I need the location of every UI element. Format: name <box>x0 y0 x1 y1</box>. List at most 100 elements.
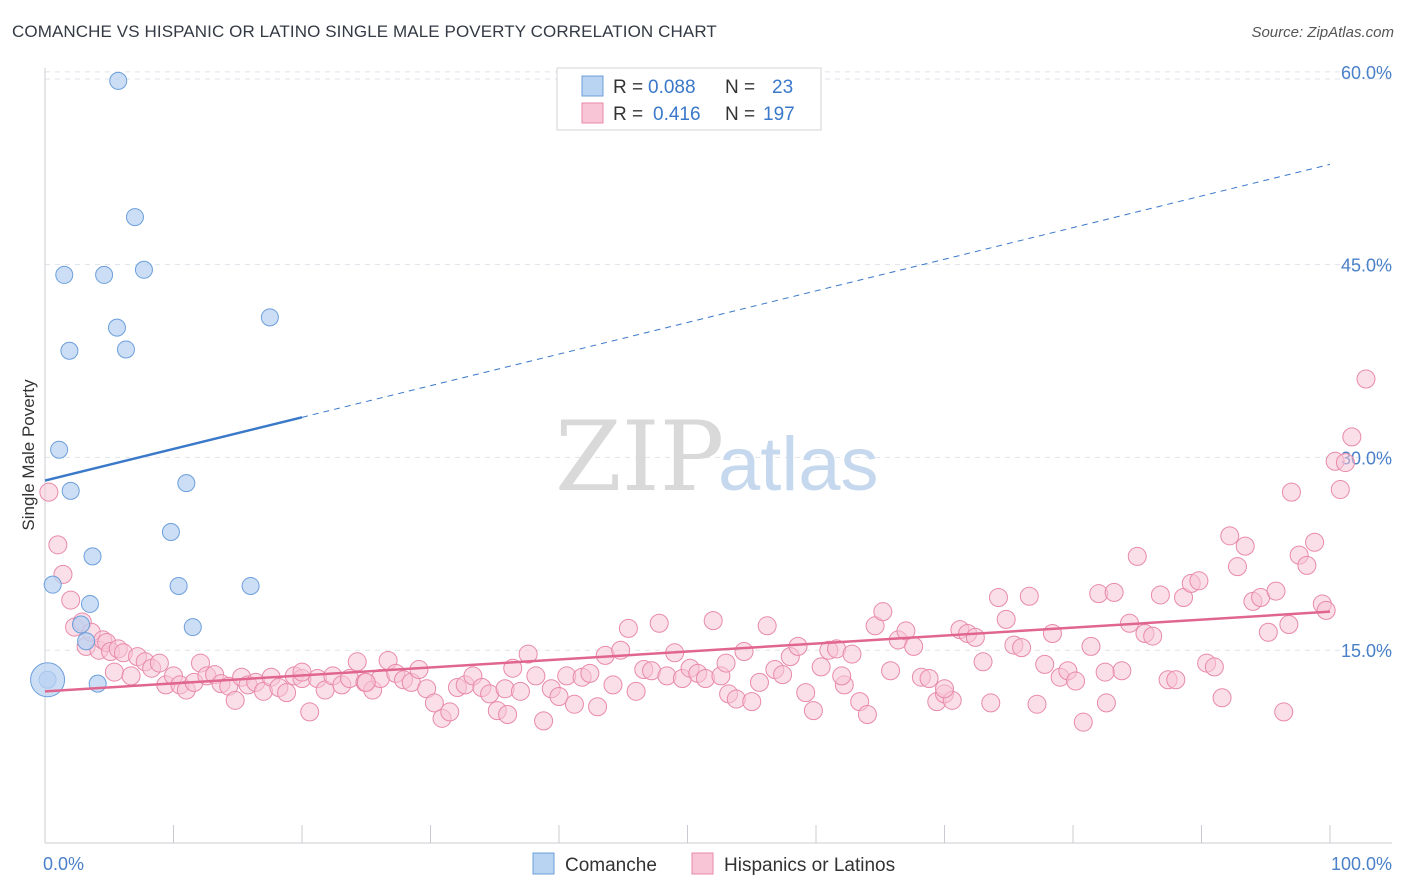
hispanics-point-139 <box>1066 671 1086 691</box>
watermark: ZIP atlas <box>555 401 879 513</box>
hispanics-point-134 <box>1027 694 1047 714</box>
comanche-point-22 <box>260 308 279 327</box>
hispanics-point-127 <box>973 652 993 672</box>
hispanics-point-130 <box>996 609 1016 629</box>
y-tick-label-60: 60.0% <box>1341 63 1392 83</box>
x-tick-label-min: 0.0% <box>43 854 84 874</box>
hispanics-point-101 <box>773 665 793 685</box>
comanche-point-18 <box>169 576 188 595</box>
axes <box>44 68 1392 844</box>
comanche-trend-dashed <box>301 163 1331 418</box>
comanche-point-9 <box>83 547 102 566</box>
comanche-point-3 <box>55 265 74 284</box>
y-tick-label-15: 15.0% <box>1341 641 1392 661</box>
hispanics-point-115 <box>881 661 901 681</box>
comanche-point-6 <box>71 615 90 634</box>
r-value-comanche: 0.088 <box>648 77 696 98</box>
hispanics-point-72 <box>549 686 569 706</box>
hispanics-point-128 <box>981 693 1001 713</box>
hispanics-point-150 <box>1150 585 1170 605</box>
hispanics-point-167 <box>1281 482 1301 502</box>
hispanics-point-1 <box>48 535 68 555</box>
hispanics-point-169 <box>1297 555 1317 575</box>
hispanics-point-74 <box>564 694 584 714</box>
hispanics-point-176 <box>1342 427 1362 447</box>
hispanics-point-183 <box>292 662 312 682</box>
hispanics-point-58 <box>440 702 460 722</box>
hispanics-point-172 <box>1316 600 1336 620</box>
hispanics-point-15 <box>121 666 141 686</box>
hispanics-point-143 <box>1096 693 1116 713</box>
hispanics-point-133 <box>1019 586 1039 606</box>
hispanics-point-177 <box>1356 369 1376 389</box>
hispanics-point-0 <box>39 482 59 502</box>
hispanics-point-82 <box>626 681 646 701</box>
r-label-comanche: R = <box>613 77 643 98</box>
watermark-atlas: atlas <box>718 422 879 507</box>
r-label-hispanics: R = <box>613 104 643 125</box>
r-value-hispanics: 0.416 <box>653 104 701 125</box>
hispanics-point-69 <box>526 666 546 686</box>
comanche-point-2 <box>50 440 69 459</box>
hispanics-point-147 <box>1127 546 1147 566</box>
legend-swatch-hispanics <box>691 852 714 875</box>
y-axis-label: Single Male Poverty <box>19 379 38 531</box>
comanche-point-8 <box>80 594 99 613</box>
comanche-point-14 <box>116 340 135 359</box>
hispanics-point-40 <box>300 702 320 722</box>
source-label: Source: ZipAtlas.com <box>1251 24 1394 41</box>
comanche-trend-solid <box>44 416 303 482</box>
comanche-point-large <box>30 662 66 698</box>
hispanics-point-180 <box>832 666 852 686</box>
hispanics-point-126 <box>965 627 985 647</box>
hispanics-point-110 <box>842 644 862 664</box>
comanche-point-4 <box>60 341 79 360</box>
hispanics-point-170 <box>1305 532 1325 552</box>
series-comanche-points <box>30 71 279 698</box>
hispanics-point-141 <box>1081 636 1101 656</box>
hispanics-point-3 <box>61 590 81 610</box>
hispanics-point-155 <box>1189 571 1209 591</box>
hispanics-point-165 <box>1266 581 1286 601</box>
hispanics-point-70 <box>534 711 554 731</box>
hispanics-point-136 <box>1042 624 1062 644</box>
hispanics-point-112 <box>857 704 877 724</box>
comanche-point-5 <box>61 481 80 500</box>
n-label-hispanics: N = <box>725 104 755 125</box>
chart-title: COMANCHE VS HISPANIC OR LATINO SINGLE MA… <box>12 22 717 41</box>
hispanics-point-105 <box>803 701 823 721</box>
hispanics-trend <box>44 610 1331 693</box>
hispanics-point-144 <box>1104 582 1124 602</box>
x-ticks <box>44 825 1331 843</box>
watermark-zip: ZIP <box>555 401 724 513</box>
hispanics-point-140 <box>1073 712 1093 732</box>
legend-label-comanche: Comanche <box>565 855 657 876</box>
n-value-comanche: 23 <box>772 77 793 98</box>
hispanics-point-104 <box>796 683 816 703</box>
comanche-point-20 <box>183 618 202 637</box>
hispanics-point-37 <box>277 683 297 703</box>
comanche-point-12 <box>107 318 126 337</box>
comanche-point-17 <box>161 522 180 541</box>
hispanics-point-185 <box>935 679 954 699</box>
hispanics-point-157 <box>1204 657 1224 677</box>
hispanics-point-12 <box>104 662 124 682</box>
hispanics-point-166 <box>1274 702 1294 722</box>
stats-legend: R = 0.088 N = 23 R = 0.416 N = 197 <box>556 67 822 131</box>
hispanics-point-160 <box>1227 557 1247 577</box>
hispanics-point-178 <box>1279 615 1299 635</box>
comanche-point-19 <box>177 474 196 493</box>
hispanics-point-145 <box>1112 661 1132 681</box>
hispanics-point-97 <box>742 692 762 712</box>
trend-lines <box>44 163 1331 693</box>
hispanics-point-159 <box>1220 526 1240 546</box>
comanche-point-13 <box>109 71 128 90</box>
y-tick-labels: 15.0%30.0%45.0%60.0% <box>1341 63 1392 661</box>
hispanics-point-158 <box>1212 688 1232 708</box>
hispanics-point-103 <box>788 636 808 656</box>
comanche-point-21 <box>241 576 260 595</box>
hispanics-point-67 <box>510 681 530 701</box>
legend-label-hispanics: Hispanics or Latinos <box>724 855 895 876</box>
stats-legend-swatch-comanche <box>581 75 604 97</box>
hispanics-point-174 <box>1330 480 1350 500</box>
